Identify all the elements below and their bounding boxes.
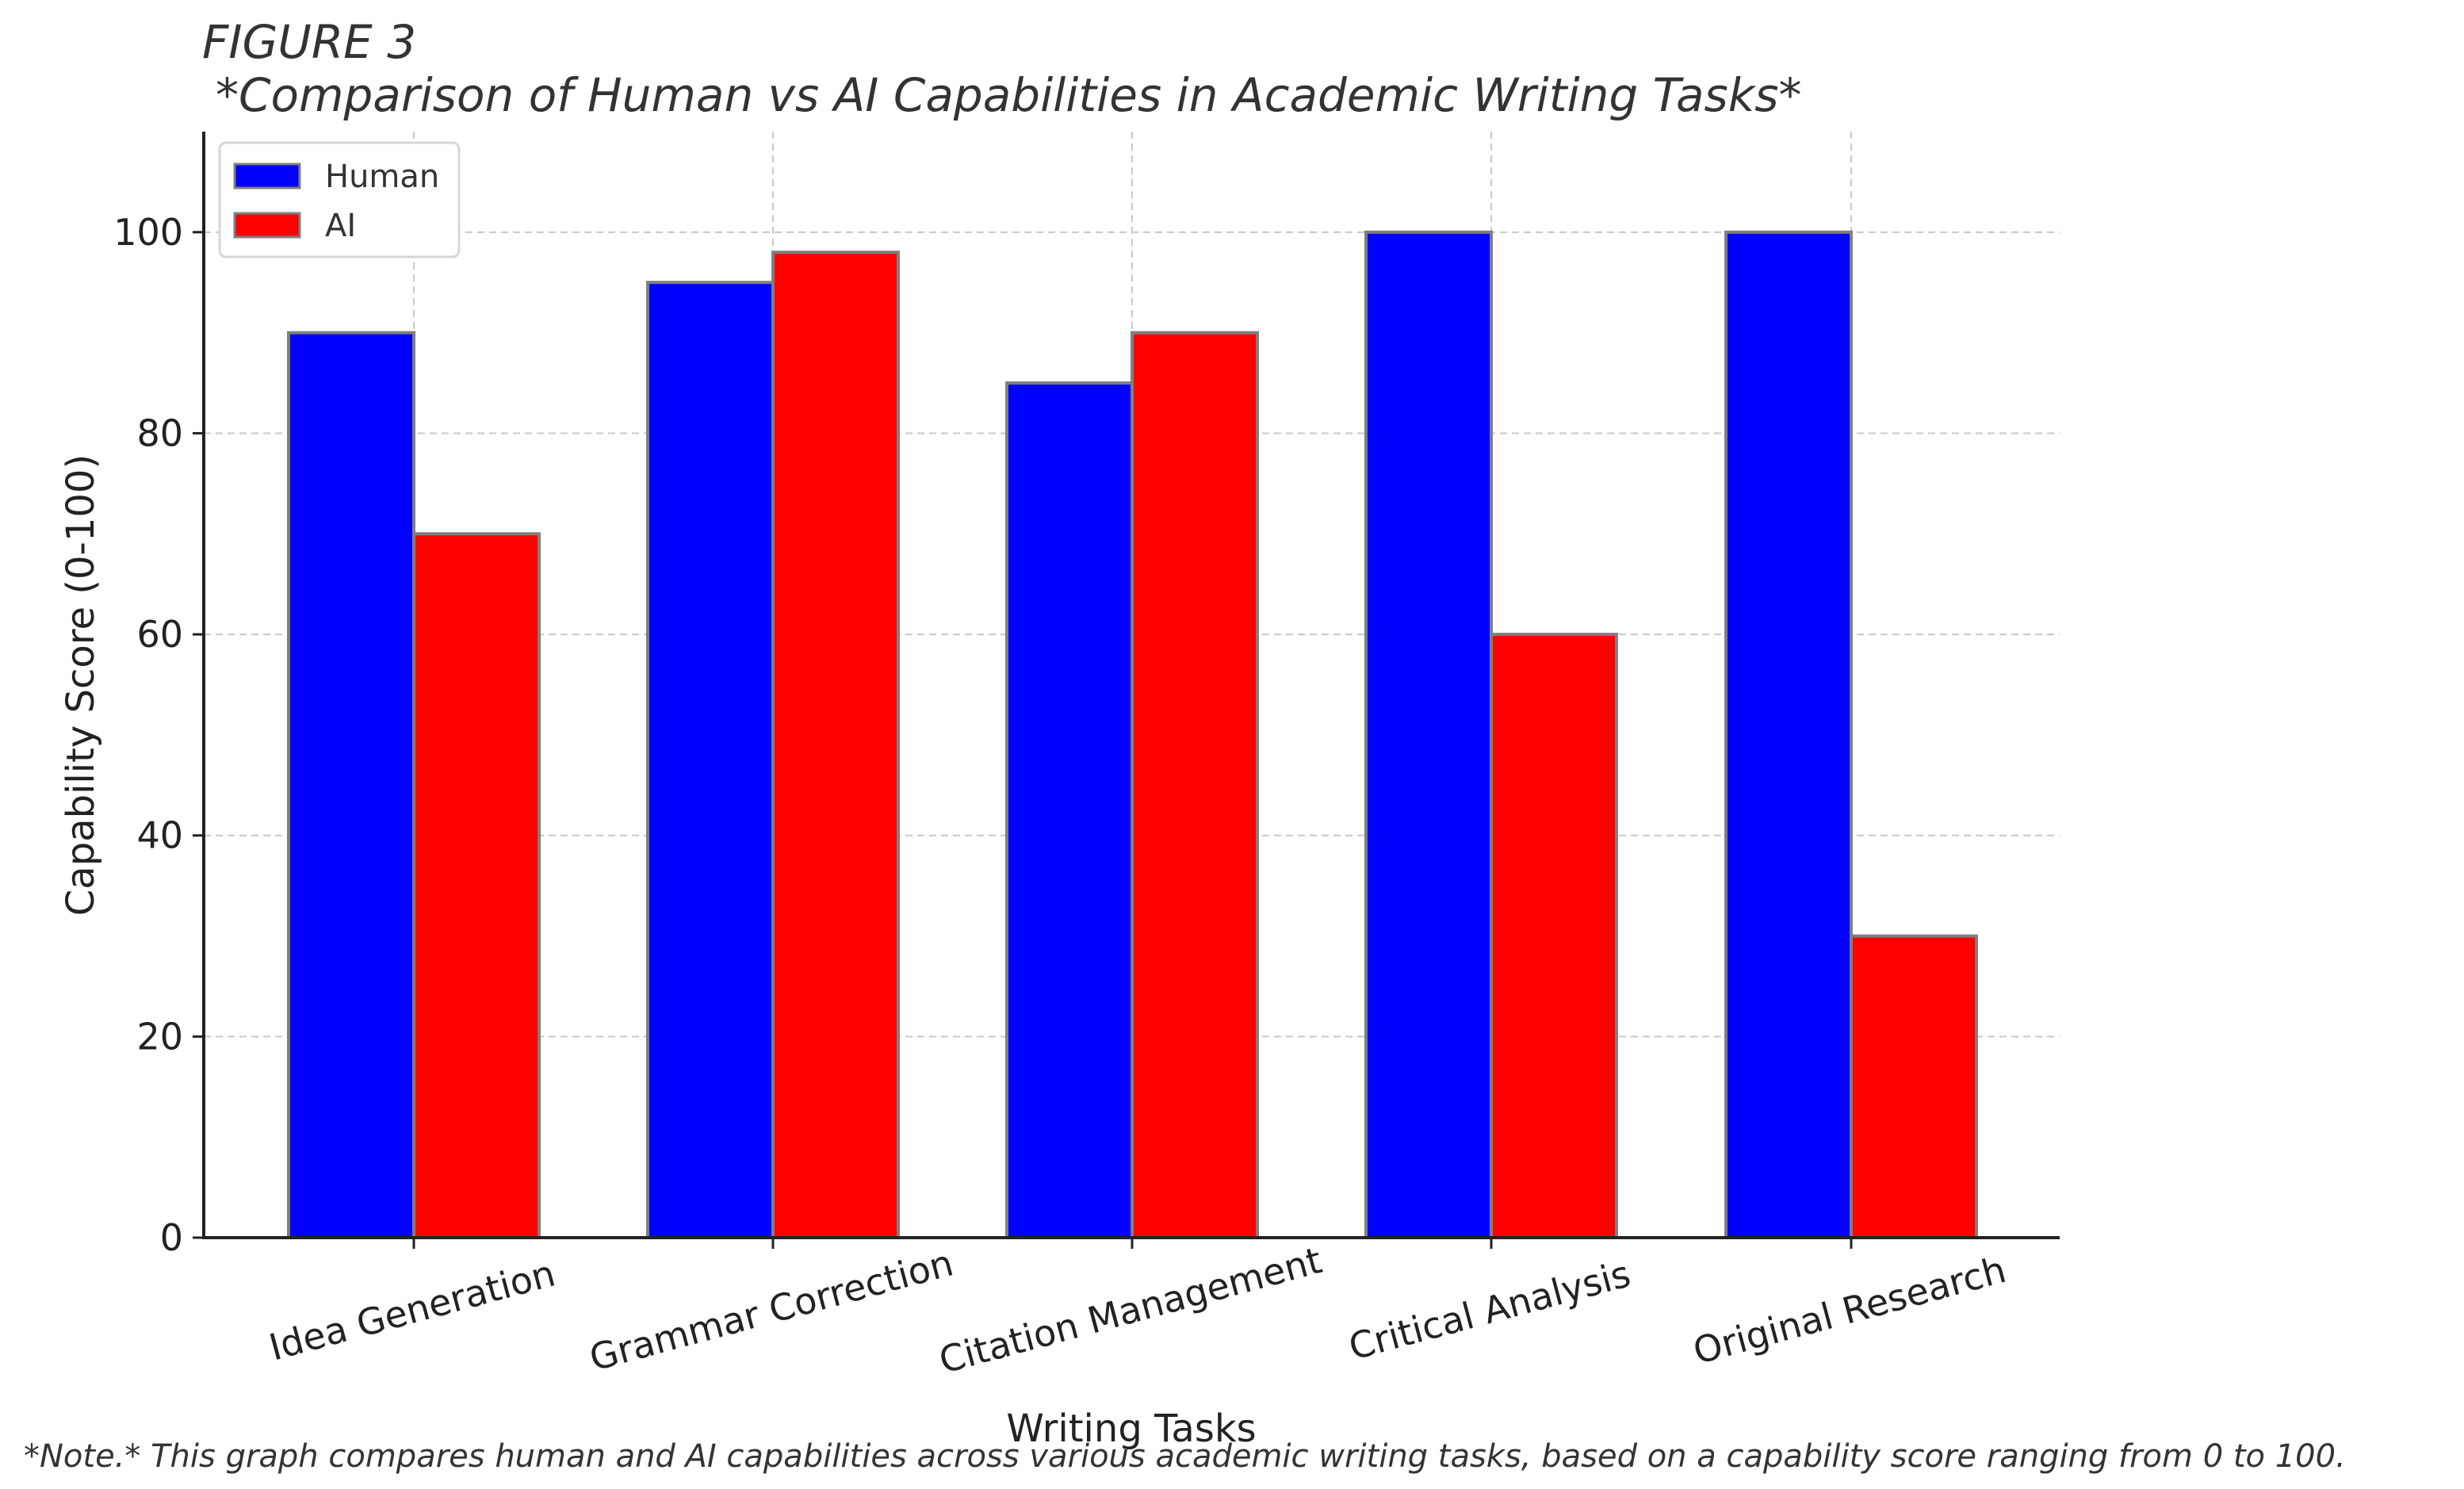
- legend-swatch-human: [233, 163, 301, 189]
- bar-human-critical-analysis: [1364, 230, 1493, 1239]
- figure-note: *Note.* This graph compares human and AI…: [24, 1438, 2346, 1475]
- x-tick-label-citation-management: Citation Management: [935, 1238, 1326, 1382]
- legend: Human AI: [218, 141, 461, 258]
- chart-title: *Comparison of Human vs AI Capabilities …: [216, 68, 1802, 122]
- y-ticks: 0 20 40 60 80 100: [113, 211, 204, 1259]
- x-tick-label-critical-analysis: Critical Analysis: [1345, 1252, 1636, 1368]
- bar-ai-citation-management: [1131, 331, 1259, 1239]
- x-tick-label-grammar-correction: Grammar Correction: [585, 1241, 958, 1379]
- legend-label-ai: AI: [325, 208, 356, 244]
- bar-human-grammar-correction: [646, 281, 775, 1239]
- x-tick-label-idea-generation: Idea Generation: [265, 1252, 560, 1369]
- x-axis-label: Writing Tasks: [1006, 1407, 1256, 1451]
- bar-ai-grammar-correction: [771, 251, 900, 1240]
- y-tick-label-40: 40: [136, 814, 183, 857]
- bar-ai-original-research: [1850, 934, 1978, 1239]
- figure-label: FIGURE 3: [202, 15, 416, 69]
- bar-human-idea-generation: [287, 331, 415, 1239]
- bar-ai-idea-generation: [412, 532, 541, 1239]
- y-tick-label-100: 100: [113, 211, 183, 254]
- bar-human-citation-management: [1005, 381, 1134, 1240]
- x-tick-label-original-research: Original Research: [1689, 1248, 2011, 1372]
- y-axis-label: Capability Score (0-100): [59, 454, 103, 916]
- y-tick-label-0: 0: [160, 1216, 183, 1259]
- legend-swatch-ai: [233, 212, 301, 239]
- bar-ai-critical-analysis: [1490, 633, 1618, 1239]
- y-tick-label-80: 80: [136, 411, 183, 454]
- bar-human-original-research: [1724, 230, 1853, 1239]
- bars: [287, 230, 1978, 1240]
- legend-label-human: Human: [325, 159, 439, 195]
- x-ticks: Idea Generation Grammar CorrectionCitatio…: [265, 1238, 2011, 1382]
- y-tick-label-20: 20: [136, 1015, 183, 1058]
- y-tick-label-60: 60: [136, 613, 183, 656]
